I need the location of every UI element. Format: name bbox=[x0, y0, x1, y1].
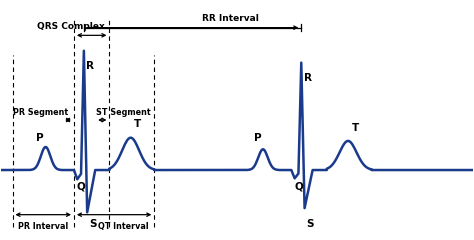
Text: P: P bbox=[254, 133, 261, 143]
Text: P: P bbox=[36, 133, 44, 143]
Text: R: R bbox=[86, 61, 94, 71]
Text: R: R bbox=[304, 73, 312, 83]
Text: ST Segment: ST Segment bbox=[96, 108, 151, 117]
Text: QRS Complex: QRS Complex bbox=[36, 22, 104, 31]
Text: PR Segment: PR Segment bbox=[13, 108, 68, 117]
Text: QT Interval: QT Interval bbox=[98, 222, 149, 231]
Text: T: T bbox=[134, 119, 141, 129]
Text: S: S bbox=[89, 219, 97, 229]
Text: T: T bbox=[352, 123, 359, 133]
Text: RR Interval: RR Interval bbox=[202, 14, 259, 23]
Text: PR Interval: PR Interval bbox=[18, 222, 68, 231]
Text: S: S bbox=[307, 219, 314, 229]
Text: Q: Q bbox=[77, 182, 85, 192]
Text: Q: Q bbox=[294, 182, 303, 192]
